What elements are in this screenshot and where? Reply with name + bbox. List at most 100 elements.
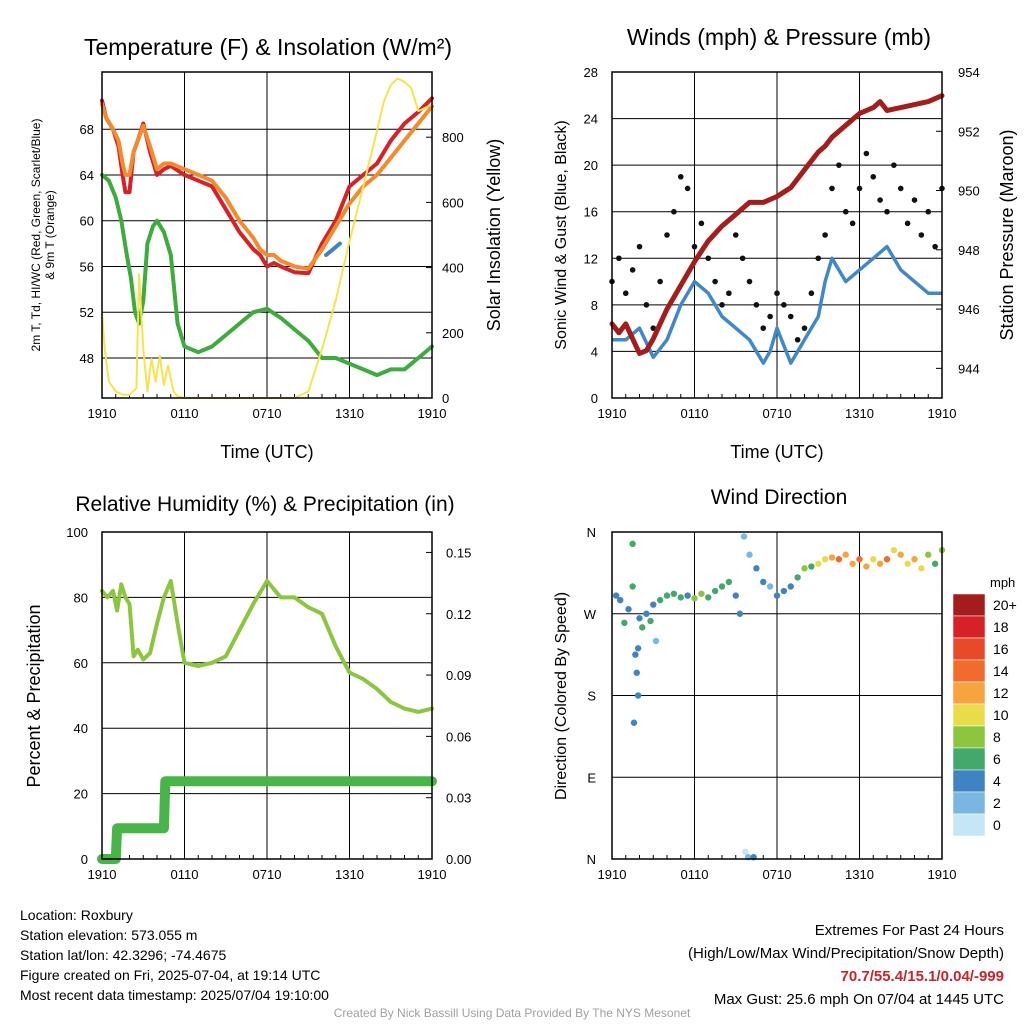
precip-y2-tick-label: 0.12 — [446, 607, 471, 622]
wind-direction-point — [684, 592, 691, 599]
dir-y-tick-label: S — [587, 689, 596, 704]
winds-x-tick-label: 1310 — [845, 406, 874, 421]
gust-point — [629, 267, 636, 273]
wind-direction-point — [643, 610, 650, 617]
extremes-title: Extremes For Past 24 Hours — [814, 922, 1004, 939]
gust-point — [650, 325, 657, 331]
dir-frame — [611, 531, 943, 860]
wind-direction-point — [842, 551, 849, 558]
rh-y-label: Percent & Precipitation — [24, 604, 44, 787]
dir-x-tick-label: 1910 — [928, 867, 957, 882]
wind-direction-point — [742, 848, 749, 855]
rh-line — [100, 579, 434, 714]
gust-point — [705, 255, 712, 262]
wind-direction-point — [632, 651, 639, 658]
rh-y-tick-label: 80 — [74, 590, 88, 605]
wind-direction-point — [766, 583, 774, 590]
gust-point — [664, 232, 670, 238]
wind-direction-point — [828, 554, 836, 561]
wind-direction-point — [780, 587, 788, 595]
wind-direction-point — [794, 574, 801, 581]
gust-point — [884, 208, 890, 215]
station-info: Location: Roxbury Station elevation: 573… — [20, 905, 329, 1005]
speed-legend-swatch — [952, 769, 986, 793]
wind-direction-point — [625, 606, 632, 613]
wind-direction-point — [630, 719, 638, 726]
rh-y-tick-label: 100 — [66, 525, 88, 540]
station-latlon: Station lat/lon: 42.3296; -74.4675 — [20, 947, 227, 963]
dir-y-tick-label: E — [587, 770, 596, 785]
dir-x-tick-label: 1310 — [845, 867, 874, 882]
gust-point — [767, 313, 773, 320]
wind-direction-point — [876, 560, 884, 567]
station-location: Location: Roxbury — [20, 907, 133, 923]
gust-point — [911, 197, 918, 203]
gust-point — [932, 243, 938, 250]
speed-legend-swatch — [952, 791, 986, 815]
dir-x-tick-label: 0110 — [681, 867, 709, 882]
wind-direction-point — [815, 560, 822, 567]
dir-x-tick-label: 1910 — [598, 867, 627, 882]
temp-frame — [101, 71, 433, 399]
winds-y-tick-label: 12 — [584, 251, 598, 266]
winds-y-tick-label: 4 — [591, 344, 598, 359]
temp-y-tick-label: 48 — [80, 351, 94, 366]
gust-point — [691, 243, 698, 250]
gust-point — [753, 302, 760, 308]
rh-y-tick-label: 20 — [74, 787, 88, 802]
pressure-y2-tick-label: 944 — [958, 361, 980, 376]
gust-point — [904, 220, 911, 227]
wind-direction-point — [821, 556, 829, 563]
gust-point — [822, 232, 828, 238]
gust-point — [870, 173, 877, 180]
winds-y-tick-label: 24 — [584, 112, 598, 127]
gust-point — [698, 220, 705, 227]
pressure-y2-label: Station Pressure (Maroon) — [997, 129, 1017, 340]
wind-direction-point — [612, 592, 620, 599]
wind-direction-point — [647, 617, 654, 625]
gust-point — [787, 313, 794, 320]
winds-title: Winds (mph) & Pressure (mb) — [627, 24, 931, 50]
winds-y-tick-label: 28 — [584, 65, 598, 80]
extremes-panel: Extremes For Past 24 Hours (High/Low/Max… — [688, 919, 1004, 1011]
speed-legend-label: 16 — [993, 641, 1009, 657]
temp-y-tick-label: 64 — [80, 168, 94, 183]
wind-direction-point — [621, 619, 628, 627]
speed-legend-swatch — [952, 593, 986, 617]
temp-series-0-line — [100, 96, 434, 276]
pressure-y2-tick-label: 954 — [958, 65, 980, 80]
winds-y-tick-label: 0 — [591, 391, 598, 406]
wind-direction-point — [931, 560, 939, 567]
wind-direction-point — [634, 692, 642, 699]
max-gust: Max Gust: 25.6 mph On 07/04 at 1445 UTC — [713, 991, 1004, 1008]
wind-direction-point — [897, 551, 904, 558]
rh-x-tick-label: 1910 — [418, 867, 447, 882]
pressure-y2-tick-label: 952 — [958, 124, 980, 139]
dir-y-tick-label: N — [587, 852, 596, 867]
temp-y-label-line1: 2m T, Td, HI/WC (Red, Green, Scarlet/Blu… — [29, 119, 43, 352]
insolation-y2-label: Solar Insolation (Yellow) — [484, 139, 504, 331]
winds-frame — [611, 71, 943, 399]
wind-direction-point — [629, 540, 636, 548]
wind-direction-point — [911, 556, 918, 563]
rh-y-tick-label: 40 — [74, 721, 88, 736]
wind-direction-point — [636, 615, 643, 622]
winds-x-tick-label: 1910 — [928, 406, 957, 421]
precip-y2-tick-label: 0.06 — [446, 729, 471, 744]
gust-point — [877, 197, 883, 203]
speed-legend-label: 4 — [993, 773, 1001, 789]
winds-x-tick-label: 0110 — [681, 406, 709, 421]
wind-direction-point — [633, 669, 640, 676]
gust-point — [829, 185, 835, 192]
gust-point — [726, 290, 732, 297]
rh-y-tick-label: 0 — [81, 852, 88, 867]
wind-direction-point — [904, 560, 911, 567]
insolation-y2-tick-label: 600 — [442, 195, 464, 210]
station-elevation: Station elevation: 573.055 m — [20, 927, 198, 943]
wind-direction-point — [705, 594, 712, 601]
temp-y-tick-label: 68 — [80, 122, 94, 137]
insolation-y2-tick-label: 0 — [442, 391, 449, 406]
wind-direction-point — [656, 596, 664, 604]
